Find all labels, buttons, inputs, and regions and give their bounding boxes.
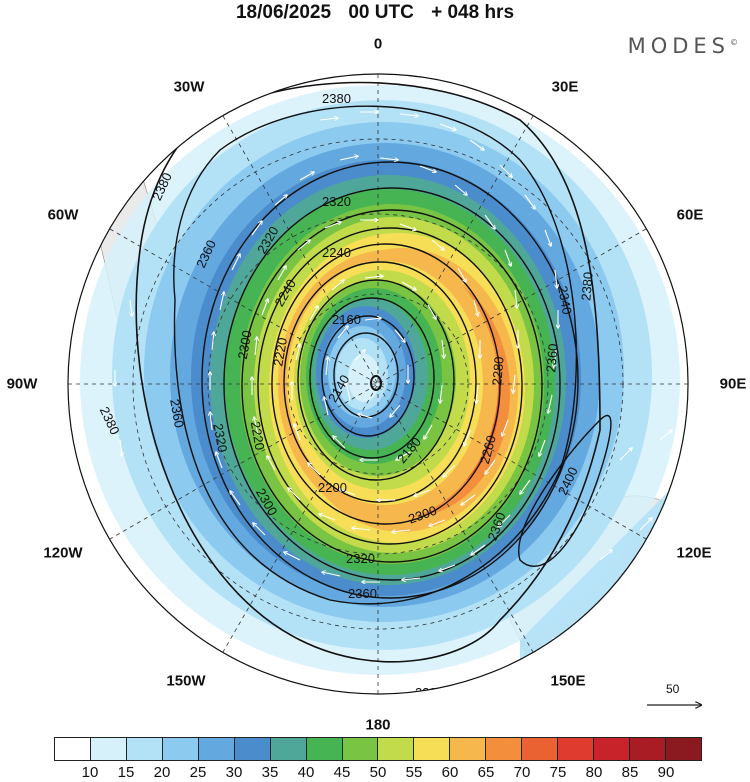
colorbar-box: [90, 738, 127, 760]
lon-label-60e: 60E: [676, 206, 704, 224]
lon-label-30e: 30E: [551, 78, 579, 96]
shade-inner-10: [348, 354, 380, 402]
colorbar-box: [665, 738, 701, 760]
colorbar-tick-label: 90: [657, 764, 675, 781]
colorbar-tick-labels: 10 15 20 25 30 35 40 45 50 55 60 65 70 75 80 85 90: [54, 764, 702, 782]
contour-label: 2220: [248, 420, 268, 451]
lon-label-0: 0: [373, 35, 383, 53]
contour-label: 2360: [348, 586, 377, 601]
colorbar-tick-label: 25: [189, 764, 207, 781]
contour-label: 2320: [346, 551, 375, 566]
contour-label: 2200: [318, 480, 347, 495]
forecast-lead-time: + 048 hrs: [431, 2, 515, 23]
colorbar-box: [306, 738, 343, 760]
colorbar-box: [594, 738, 630, 760]
map-title: 18/06/2025 00 UTC + 048 hrs: [0, 2, 750, 24]
colorbar-tick-label: 50: [369, 764, 387, 781]
colorbar-tick-label: 15: [117, 764, 135, 781]
colorbar-tick-label: 85: [621, 764, 639, 781]
colorbar-box: [522, 738, 559, 760]
contour-label: 2360: [543, 343, 560, 373]
contour-label: 2380: [578, 271, 595, 301]
colorbar-tick-label: 65: [477, 764, 495, 781]
colorbar-box: [162, 738, 199, 760]
colorbar-box: [270, 738, 307, 760]
colorbar-tick-label: 45: [333, 764, 351, 781]
contour-label: 2240: [322, 245, 351, 260]
map-boundary: [67, 73, 689, 695]
lon-label-150w: 150W: [166, 672, 206, 690]
contour-label: 2320: [211, 422, 231, 453]
lon-label-120w: 120W: [43, 544, 83, 562]
contour-label: 2380: [322, 91, 351, 106]
colorbar-box: [126, 738, 163, 760]
contour-label: 2160: [332, 312, 361, 327]
forecast-date: 18/06/2025: [235, 2, 332, 23]
colorbar-tick-label: 55: [405, 764, 423, 781]
contour-label: 2260: [477, 434, 499, 466]
contour-2400: [518, 414, 612, 567]
lon-label-90w: 90W: [6, 375, 38, 393]
lon-label-90e: 90E: [719, 375, 747, 393]
colorbar-tick-label: 20: [153, 764, 171, 781]
colorbar-tick-label: 35: [261, 764, 279, 781]
reference-vector-label: 50: [666, 682, 680, 696]
colorbar-box: [414, 738, 451, 760]
lon-label-120e: 120E: [676, 544, 712, 562]
colorbar-box: [234, 738, 271, 760]
colorbar-box: [450, 738, 487, 760]
colorbar-box: [198, 738, 235, 760]
colorbar-tick-label: 70: [513, 764, 531, 781]
colorbar-tick-label: 10: [81, 764, 99, 781]
contour-label: 2280: [489, 356, 506, 386]
contour-label: 2340: [555, 285, 575, 316]
colorbar-tick-label: 60: [441, 764, 459, 781]
modes-logo: MODES©: [627, 34, 738, 58]
colorbar-tick-label: 80: [585, 764, 603, 781]
height-contours: [135, 81, 612, 663]
colorbar-box: [558, 738, 595, 760]
colorbar-box: [342, 738, 379, 760]
colorbar-tick-label: 30: [225, 764, 243, 781]
colorbar-box: [378, 738, 415, 760]
contour-label: 2300: [235, 329, 255, 360]
reference-vector-arrow: [647, 682, 705, 712]
colorbar-tick-label: 75: [549, 764, 567, 781]
wind-speed-colorbar: [54, 737, 702, 761]
contour-label: 2320: [322, 194, 351, 209]
southern-jet-band: [520, 460, 688, 674]
colorbar-box: [630, 738, 666, 760]
contour-label: 2220: [270, 336, 290, 367]
graticule: [68, 74, 688, 694]
lon-label-30w: 30W: [173, 78, 205, 96]
colorbar-tick-label: 40: [297, 764, 315, 781]
lon-label-180: 180: [365, 716, 391, 734]
forecast-run: 00 UTC: [348, 2, 414, 23]
map-disk: 2380 2380 2360 2320 2320 2240 2240 2160 …: [68, 74, 688, 694]
colorbar-box: [486, 738, 523, 760]
lon-label-60w: 60W: [47, 206, 79, 224]
colorbar-box: [55, 738, 91, 760]
lon-label-150e: 150E: [550, 672, 586, 690]
contour-label: 2360: [167, 398, 187, 429]
